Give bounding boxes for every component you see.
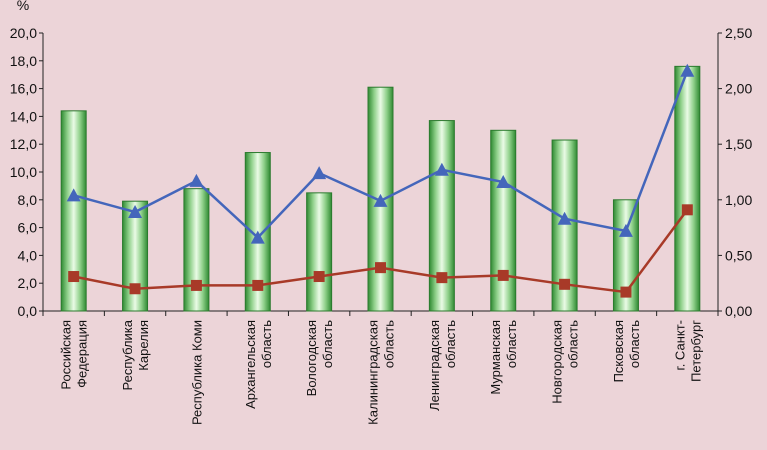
y-left-tick-label: 20,0 xyxy=(10,25,37,41)
triangle-marker xyxy=(496,175,511,189)
triangle-marker xyxy=(312,166,327,180)
category-label: Новгородская xyxy=(550,320,565,404)
y-left-tick-label: 4,0 xyxy=(18,247,38,263)
category-label: Федерация xyxy=(75,320,90,388)
category-label: Калининградская xyxy=(366,320,381,425)
category-label: область xyxy=(627,320,642,368)
triangle-marker xyxy=(618,223,633,237)
square-marker xyxy=(375,262,386,274)
triangle-marker xyxy=(373,193,388,207)
y-left-tick-label: 12,0 xyxy=(10,136,37,152)
category-label: Псковская xyxy=(611,320,626,382)
square-marker xyxy=(436,272,448,284)
triangle-marker xyxy=(189,173,204,187)
y-left-tick-label: 6,0 xyxy=(18,220,38,236)
category-label: Карелия xyxy=(136,320,151,371)
square-marker xyxy=(129,283,141,295)
square-marker xyxy=(681,204,693,216)
square-marker xyxy=(497,269,509,281)
category-label: Ленинградская xyxy=(427,320,442,411)
square-marker xyxy=(68,271,80,283)
category-label: область xyxy=(566,320,581,368)
category-label: Республика Коми xyxy=(189,320,204,425)
category-label: область xyxy=(443,320,458,368)
y-right-tick-label: 2,00 xyxy=(725,81,752,97)
y-left-tick-label: 14,0 xyxy=(10,108,37,124)
square-marker xyxy=(252,279,264,291)
category-label: Архангельская xyxy=(243,320,258,409)
category-label: г. Санкт- xyxy=(672,320,687,370)
lines xyxy=(66,63,695,298)
category-label: Мурманская xyxy=(488,320,503,395)
triangle-marker xyxy=(434,162,449,176)
y-left-tick-label: 8,0 xyxy=(18,192,38,208)
bar xyxy=(306,192,333,312)
y-right-tick-label: 1,50 xyxy=(725,136,752,152)
y-left-tick-label: 2,0 xyxy=(18,275,38,291)
y-right-tick-label: 2,50 xyxy=(725,25,752,41)
category-label: область xyxy=(504,320,519,368)
triangle-marker xyxy=(680,63,695,77)
category-label: Российская xyxy=(59,320,74,390)
triangle-marker xyxy=(250,230,265,244)
bars xyxy=(60,65,701,312)
category-label: область xyxy=(382,320,397,368)
square-marker xyxy=(313,271,325,283)
category-label: область xyxy=(320,320,335,368)
category-label: Вологодская xyxy=(304,320,319,396)
square-marker xyxy=(190,279,202,291)
triangle-marker xyxy=(128,205,143,219)
category-label: область xyxy=(259,320,274,368)
triangle-marker xyxy=(557,211,572,225)
y-left-tick-label: 18,0 xyxy=(10,53,37,69)
y-right-tick-label: 1,00 xyxy=(725,192,752,208)
triangle-marker xyxy=(66,188,81,202)
y-right-tick-label: 0,00 xyxy=(725,303,752,319)
square-marker xyxy=(559,278,571,290)
bar xyxy=(183,188,210,312)
bar xyxy=(674,65,701,312)
y-left-tick-label: 10,0 xyxy=(10,164,37,180)
y-left-tick-label: 0,0 xyxy=(18,303,38,319)
tick-labels: 0,0 2,0 4,0 6,0 8,0 10,0 12,0 14,0 16,0 18,0 20,0 0… xyxy=(10,25,753,319)
category-labels: Российская Федерация Республика Карелия Респ… xyxy=(59,319,704,425)
y-left-unit: % xyxy=(17,0,29,13)
y-left-tick-label: 16,0 xyxy=(10,81,37,97)
bar xyxy=(490,129,517,312)
square-marker xyxy=(620,286,632,298)
category-label: Петербург xyxy=(688,320,703,382)
y-right-tick-label: 0,50 xyxy=(725,247,752,263)
category-label: Республика xyxy=(120,319,135,390)
